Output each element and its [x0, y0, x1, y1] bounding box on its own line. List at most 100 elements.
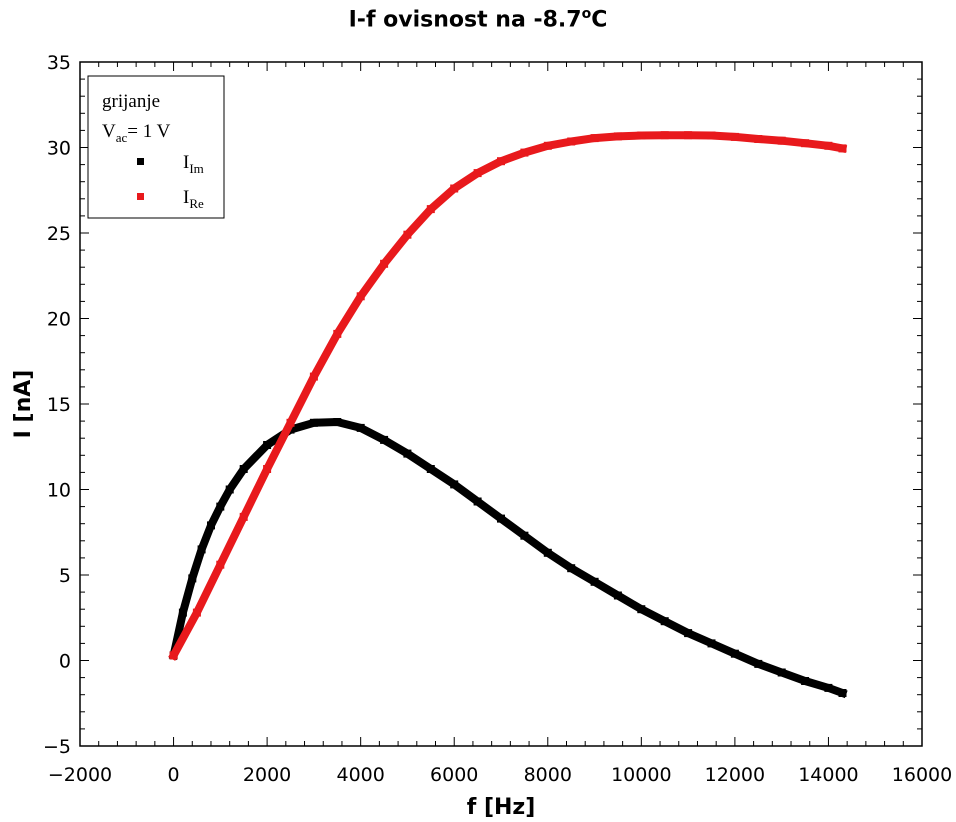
data-point	[754, 135, 763, 143]
legend-box	[87, 75, 225, 219]
data-point	[824, 683, 833, 692]
data-point	[356, 292, 365, 301]
data-point	[188, 574, 197, 583]
data-point	[169, 651, 178, 660]
data-point	[426, 205, 435, 214]
data-point	[333, 329, 342, 338]
data-point	[777, 668, 786, 677]
legend-marker-im	[137, 158, 144, 165]
data-point	[838, 144, 847, 153]
y-tick-label: 30	[47, 138, 71, 160]
data-point	[777, 136, 786, 145]
data-point	[613, 591, 622, 600]
x-tick-labels: −2000 0 2000 4000 6000 8000 10000 12000 14000 160…	[48, 764, 952, 786]
data-point	[356, 423, 365, 432]
data-point	[192, 608, 201, 617]
legend: grijanje Vac= 1 V IIm IRe	[87, 75, 225, 219]
data-point	[197, 545, 206, 554]
data-point	[590, 134, 599, 143]
data-point	[450, 480, 459, 489]
data-point	[207, 521, 215, 530]
data-point	[239, 465, 248, 473]
data-point	[178, 608, 187, 617]
y-tick-label: 15	[47, 394, 71, 416]
legend-subtitle: Vac= 1 V	[102, 121, 171, 145]
chart-title: I-f ovisnost na -8.7oC	[348, 6, 608, 33]
data-point	[543, 141, 552, 150]
data-point	[333, 418, 342, 426]
data-point	[497, 157, 505, 166]
x-tick-label: 0	[168, 764, 180, 786]
data-point	[707, 131, 716, 140]
data-point	[730, 649, 739, 658]
series-line	[168, 131, 848, 661]
data-point	[637, 131, 646, 140]
y-tick-labels: −5 0 5 10 15 20 25 30 35	[43, 52, 71, 758]
data-point	[684, 629, 693, 638]
data-point	[497, 514, 505, 523]
x-tick-label: 8000	[524, 764, 572, 786]
legend-label-re: IRe	[183, 187, 204, 211]
series-re	[168, 131, 848, 661]
legend-label-im: IIm	[183, 152, 204, 176]
legend-marker-re	[137, 193, 144, 200]
data-point	[403, 449, 412, 458]
x-tick-label: 4000	[336, 764, 384, 786]
series-layer	[168, 131, 848, 699]
data-point	[286, 418, 295, 427]
data-point	[707, 639, 716, 648]
series-im	[168, 418, 848, 699]
data-point	[309, 418, 318, 427]
data-point	[543, 548, 552, 557]
data-point	[567, 137, 576, 146]
data-point	[380, 435, 389, 444]
data-point	[660, 617, 669, 626]
x-tick-label: 16000	[892, 764, 952, 786]
data-point	[567, 564, 576, 573]
x-axis-label: f [Hz]	[467, 795, 536, 820]
y-tick-label: 0	[59, 651, 71, 673]
x-tick-label: 12000	[705, 764, 765, 786]
y-tick-label: 35	[47, 52, 71, 74]
data-point	[801, 677, 810, 685]
data-point	[824, 141, 833, 150]
x-tick-label: 10000	[611, 764, 671, 786]
x-tick-label: 2000	[243, 764, 291, 786]
data-point	[216, 560, 225, 569]
data-point	[520, 148, 529, 157]
data-point	[239, 512, 248, 521]
data-point	[838, 689, 847, 697]
data-point	[637, 605, 646, 614]
data-point	[473, 169, 482, 178]
x-tick-label: −2000	[48, 764, 112, 786]
y-tick-label: −5	[43, 736, 71, 758]
x-tick-label: 14000	[798, 764, 858, 786]
data-point	[426, 465, 435, 473]
data-point	[730, 132, 739, 141]
data-point	[263, 465, 272, 473]
series-line	[168, 418, 848, 699]
data-point	[473, 497, 482, 506]
y-axis-label: I [nA]	[11, 370, 36, 439]
data-point	[613, 132, 622, 141]
data-point	[590, 577, 599, 586]
data-point	[801, 139, 810, 148]
x-tick-label: 6000	[430, 764, 478, 786]
data-point	[263, 441, 272, 449]
data-point	[216, 502, 225, 511]
y-tick-label: 5	[59, 565, 71, 587]
data-point	[754, 659, 763, 668]
data-point	[684, 131, 693, 140]
data-point	[403, 230, 412, 239]
y-tick-label: 20	[47, 309, 71, 331]
y-tick-label: 10	[47, 480, 71, 502]
data-point	[520, 531, 529, 540]
data-point	[380, 259, 389, 268]
axis-ticks	[79, 61, 923, 747]
legend-title: grijanje	[102, 91, 160, 112]
y-tick-label: 25	[47, 223, 71, 245]
data-point	[660, 131, 669, 140]
data-point	[450, 184, 459, 193]
data-point	[225, 485, 234, 494]
